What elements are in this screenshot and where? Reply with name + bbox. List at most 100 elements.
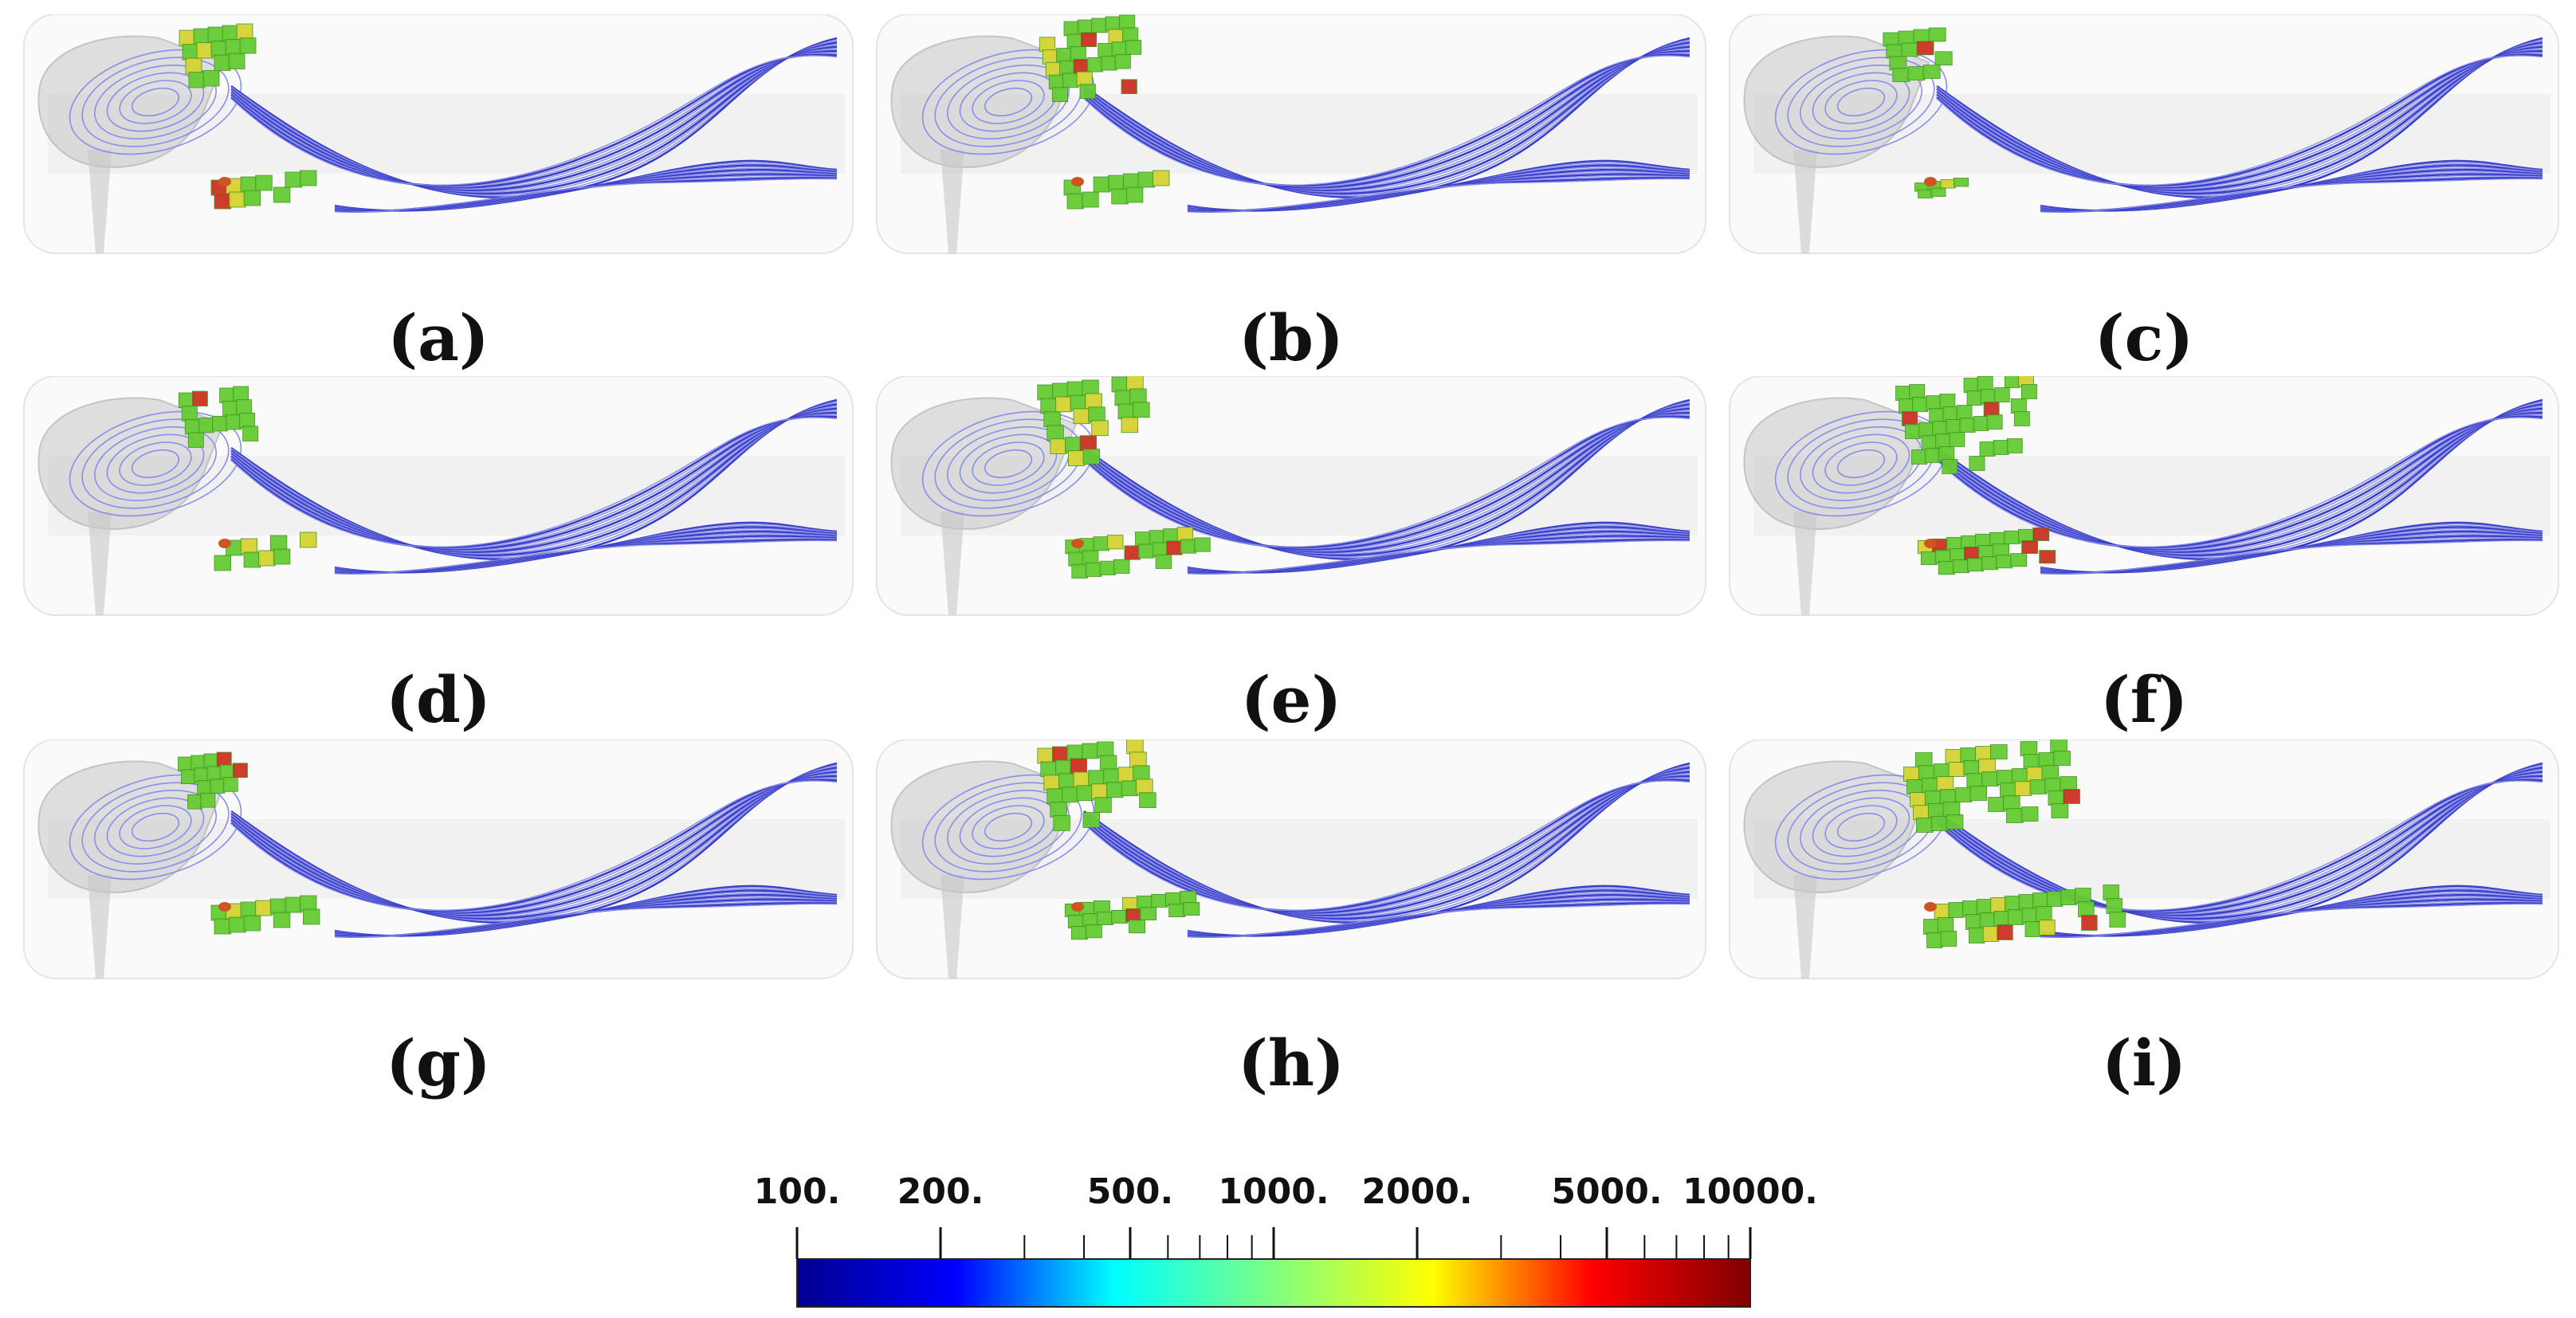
lower-region-voxel [1990, 897, 2007, 913]
upper-region-voxel [1981, 771, 1999, 786]
upper-region-voxel [1918, 765, 1936, 780]
streamline [1936, 417, 2543, 548]
upper-region-voxel [1091, 420, 1109, 437]
vortex-streamline [1774, 49, 1948, 155]
upper-region-voxel [1913, 29, 1931, 44]
lower-region-voxel [1934, 549, 1952, 563]
panel-caption: (g) [386, 1026, 491, 1100]
streamline [230, 47, 838, 190]
lower-region-voxel [1163, 528, 1180, 543]
upper-region-voxel [1938, 446, 1955, 461]
lower-region-voxel [1085, 562, 1102, 577]
visualization-panel [16, 739, 861, 994]
lower-region-voxel [1918, 189, 1934, 198]
vortex-streamline [934, 782, 1082, 873]
panel-render [1729, 739, 2559, 979]
panel-render [23, 376, 854, 616]
lower-region-voxel [1952, 559, 1969, 574]
upper-region-voxel [222, 25, 239, 41]
lower-region-voxel [2021, 539, 2039, 554]
lower-region-voxel [2032, 892, 2049, 908]
visualization-panel [869, 14, 1714, 269]
lower-region-voxel [214, 918, 232, 935]
lower-region-voxel [1070, 926, 1088, 940]
streamline [1936, 45, 2543, 191]
upper-region-voxel [1979, 441, 1996, 457]
vortex-streamline [1836, 812, 1886, 842]
streamline [1083, 415, 1690, 549]
upper-region-voxel [1902, 411, 1918, 426]
streamline [1936, 403, 2543, 557]
upper-region-voxel [1040, 398, 1058, 414]
upper-region-voxel [1993, 387, 2010, 402]
streamline [230, 771, 838, 916]
streamline [1083, 53, 1690, 187]
upper-region-voxel [1121, 417, 1139, 433]
fin-shape [940, 150, 964, 253]
upper-region-voxel [2023, 754, 2041, 769]
upper-region-voxel [1942, 459, 1958, 474]
upper-region-voxel [178, 392, 194, 409]
vortex-streamline [1800, 65, 1922, 139]
streamline [1083, 407, 1690, 553]
visualization-panel [16, 14, 861, 269]
lower-vortex-region [1923, 885, 2126, 948]
lower-region-voxel [1067, 914, 1085, 928]
upper-region-voxel [185, 57, 202, 74]
lower-region-voxel [1993, 911, 2010, 927]
upper-region-voxel [1914, 752, 1933, 767]
upper-region-voxel [1064, 437, 1082, 453]
upper-region-voxel [2002, 795, 2020, 810]
upper-region-voxel [1939, 789, 1958, 804]
streamline [230, 409, 838, 552]
upper-region-voxel [1063, 21, 1080, 37]
lower-region-voxel [2032, 527, 2050, 541]
upper-region-voxel [2051, 803, 2069, 818]
lower-region-voxel [2103, 885, 2119, 900]
upper-region-voxel [184, 418, 201, 435]
upper-region-voxel [1070, 46, 1086, 61]
lower-region-voxel [1111, 188, 1129, 205]
streamline [1936, 405, 2543, 555]
streamline [1936, 41, 2543, 195]
vortex-streamline [69, 410, 242, 517]
upper-region-voxel [1909, 384, 1926, 399]
lower-region-voxel [243, 915, 261, 932]
lower-region-voxel [258, 550, 276, 567]
upper-region-voxel [1906, 779, 1924, 794]
lower-region-voxel [1982, 926, 2000, 942]
lower-region-voxel [273, 186, 291, 203]
upper-region-voxel [2041, 765, 2060, 780]
upper-region-voxel [226, 414, 242, 430]
upper-region-voxel [1051, 746, 1070, 763]
streamline [1083, 411, 1690, 551]
streamline [334, 903, 838, 938]
lower-region-voxel [1938, 561, 1955, 575]
upper-region-voxel [1126, 739, 1144, 755]
lower-region-voxel [1099, 560, 1116, 575]
fin-shape [1793, 512, 1817, 615]
lower-region-voxel [269, 898, 288, 915]
panel-caption: (e) [1240, 662, 1342, 737]
vortex-streamline [1824, 80, 1898, 124]
fin-shape [940, 512, 964, 615]
upper-region-voxel [1040, 761, 1058, 778]
streamline [2040, 903, 2543, 938]
upper-region-voxel [1934, 51, 1953, 66]
upper-region-voxel [1099, 755, 1117, 771]
lower-region-tip [1924, 539, 1937, 548]
lower-region-voxel [1966, 558, 1984, 572]
panel-render [876, 376, 1706, 616]
panel-caption: (h) [1238, 1026, 1345, 1100]
streamline [1083, 41, 1690, 195]
vortex-streamline [984, 87, 1033, 117]
lower-region-voxel [1168, 903, 1186, 917]
lower-region-tip [218, 539, 231, 548]
streamline [230, 417, 838, 548]
upper-region-voxel [214, 54, 231, 71]
streamline [1083, 764, 1690, 922]
colorbar-tick-label: 500. [1086, 1171, 1174, 1212]
lower-region-voxel [240, 538, 258, 555]
lower-region-voxel [1940, 931, 1958, 947]
upper-region-voxel [210, 41, 228, 57]
